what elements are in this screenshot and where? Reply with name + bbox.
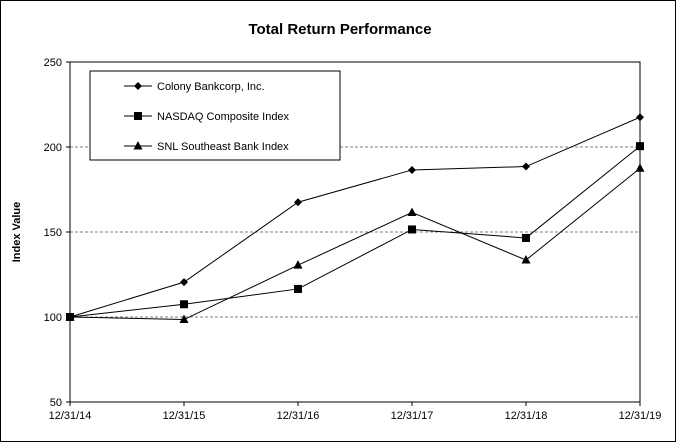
series-2-point-2 (293, 260, 303, 269)
x-tick-label-3: 12/31/17 (391, 410, 434, 422)
chart-title: Total Return Performance (248, 21, 431, 38)
gridlines (70, 146, 640, 318)
series-0-point-1 (180, 278, 188, 287)
legend-marker-0 (134, 82, 142, 90)
y-tick-label-150: 150 (44, 227, 62, 239)
y-axis-label: Index Value (11, 202, 23, 263)
series-layer (65, 113, 645, 324)
series-2 (65, 163, 645, 324)
series-2-point-4 (521, 255, 531, 264)
x-axis-ticks: 12/31/14 12/31/15 12/31/16 12/31/17 12/31/18… (49, 402, 662, 422)
series-1 (66, 142, 644, 321)
legend: Colony Bankcorp, Inc. NASDAQ Composite In… (89, 70, 341, 161)
series-2-point-0 (65, 312, 75, 321)
legend-label-0: Colony Bankcorp, Inc. (157, 81, 265, 93)
series-1-point-1 (180, 300, 188, 309)
x-tick-label-0: 12/31/14 (49, 410, 92, 422)
y-tick-label-50: 50 (50, 397, 62, 409)
legend-marker-2 (133, 141, 143, 150)
legend-label-2: SNL Southeast Bank Index (157, 141, 289, 153)
y-tick-label-100: 100 (44, 312, 62, 324)
series-1-line (69, 145, 641, 318)
y-tick-label-200: 200 (44, 142, 62, 154)
series-0-point-5 (636, 113, 644, 122)
series-2-line (69, 167, 641, 321)
series-0-point-4 (522, 162, 530, 171)
legend-label-1: NASDAQ Composite Index (157, 111, 290, 123)
series-1-point-3 (408, 225, 416, 234)
series-1-point-5 (636, 142, 644, 151)
x-tick-label-2: 12/31/16 (277, 410, 320, 422)
y-tick-label-250: 250 (44, 57, 62, 69)
series-2-point-1 (179, 314, 189, 324)
series-1-point-4 (522, 233, 530, 242)
series-2-point-5 (635, 163, 645, 172)
legend-marker-1 (134, 112, 142, 120)
x-tick-label-4: 12/31/18 (505, 410, 548, 422)
series-0-point-3 (408, 165, 416, 174)
series-2-point-3 (407, 207, 417, 216)
series-1-point-2 (294, 284, 302, 293)
series-0-line (69, 116, 641, 318)
y-axis-ticks: 50 100 150 200 250 (44, 57, 70, 409)
x-tick-label-5: 12/31/19 (619, 410, 662, 422)
x-tick-label-1: 12/31/15 (163, 410, 206, 422)
series-0-point-2 (294, 198, 302, 207)
